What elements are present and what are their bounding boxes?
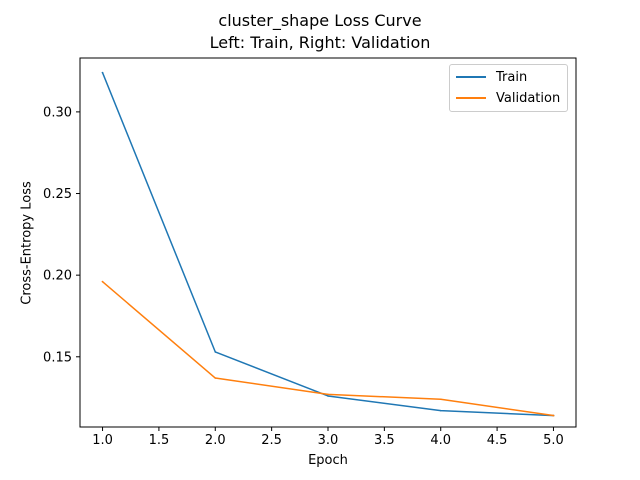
- plot-frame: [79, 57, 577, 428]
- x-tick-label: 2.0: [205, 433, 226, 448]
- data-point-validation: [552, 414, 555, 417]
- y-tick-label: 0.30: [43, 105, 72, 120]
- y-tick-label: 0.15: [43, 350, 72, 365]
- legend-swatch-train: [456, 76, 486, 78]
- chart-title: cluster_shape Loss Curve: [218, 11, 422, 30]
- y-axis-label: Cross-Entropy Loss: [19, 181, 35, 305]
- x-tick-label: 5.0: [543, 433, 564, 448]
- series-layer: [101, 71, 555, 417]
- x-tick-label: 4.5: [487, 433, 508, 448]
- legend-label-train: Train: [496, 69, 528, 85]
- legend-label-validation: Validation: [496, 90, 561, 106]
- data-point-validation: [327, 393, 329, 396]
- legend: Train Validation: [449, 64, 568, 112]
- x-tick-label: 3.0: [318, 433, 339, 448]
- data-point-validation: [439, 398, 442, 401]
- legend-item-train: Train: [456, 67, 527, 87]
- x-tick-label: 1.0: [92, 433, 113, 448]
- legend-swatch-validation: [456, 97, 486, 99]
- x-tick-label: 2.5: [261, 433, 282, 448]
- x-tick-label: 1.5: [149, 433, 170, 448]
- data-point-train: [101, 71, 104, 74]
- legend-item-validation: Validation: [456, 88, 560, 108]
- data-point-train: [327, 395, 329, 397]
- y-tick-label: 0.25: [43, 187, 72, 202]
- plot-area: [80, 58, 576, 427]
- data-point-train: [214, 351, 217, 353]
- data-point-validation: [214, 377, 217, 379]
- x-tick-label: 3.5: [374, 433, 395, 448]
- x-tick-label: 4.0: [430, 433, 451, 448]
- y-axis-ticks: 0.15 0.20 0.25 0.30: [43, 105, 80, 365]
- x-axis-ticks: 1.0 1.5 2.0 2.5 3.0 3.5 4.0 4.5 5.0: [92, 427, 564, 448]
- data-point-validation: [101, 280, 104, 283]
- data-point-train: [439, 409, 442, 412]
- y-tick-label: 0.20: [43, 269, 72, 284]
- chart-subtitle: Left: Train, Right: Validation: [209, 33, 431, 52]
- x-axis-label: Epoch: [308, 453, 348, 468]
